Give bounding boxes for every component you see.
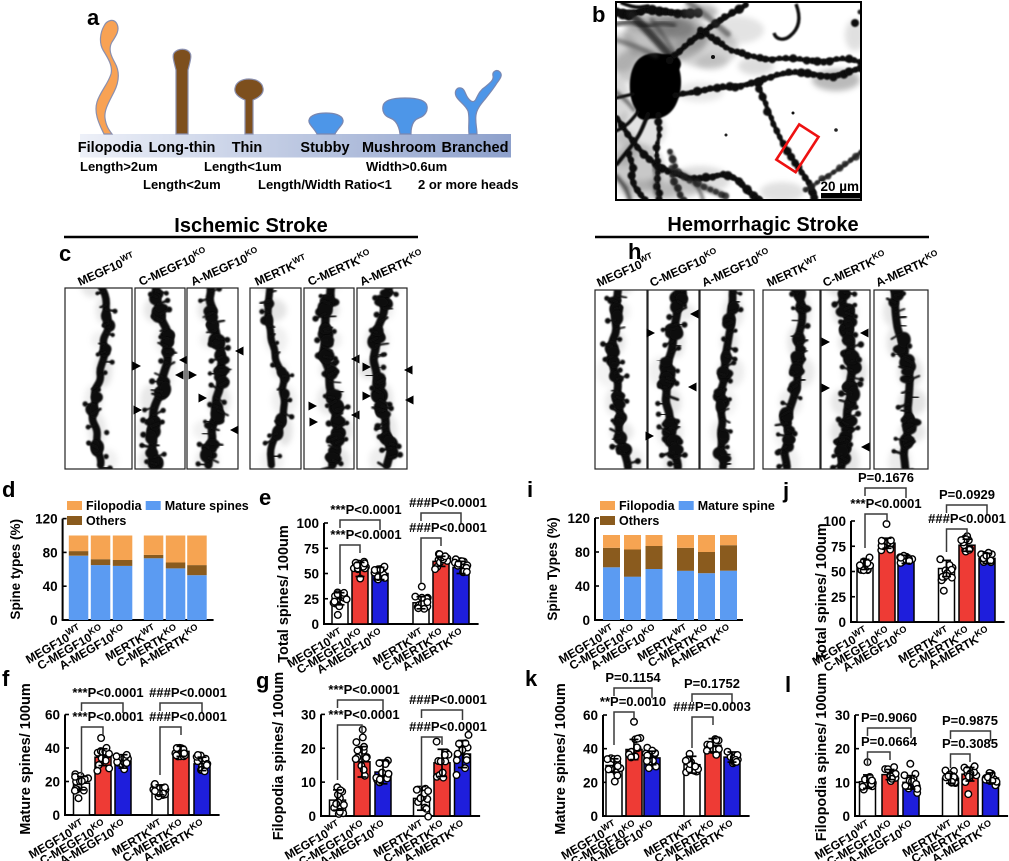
svg-text:40: 40 xyxy=(45,741,60,756)
svg-text:25: 25 xyxy=(304,592,320,607)
svg-text:0: 0 xyxy=(590,809,598,824)
svg-text:Hemorrhagic Stroke: Hemorrhagic Stroke xyxy=(667,214,858,236)
svg-text:0: 0 xyxy=(582,613,590,628)
svg-text:P=0.3085: P=0.3085 xyxy=(942,736,998,751)
svg-text:Ischemic Stroke: Ischemic Stroke xyxy=(174,215,327,237)
svg-text:***P<0.0001: ***P<0.0001 xyxy=(328,682,399,697)
svg-text:Total spines/ 100um: Total spines/ 100um xyxy=(814,523,830,661)
svg-text:Branched: Branched xyxy=(442,140,509,156)
svg-text:###P<0.0001: ###P<0.0001 xyxy=(149,685,227,700)
svg-text:a: a xyxy=(87,5,100,30)
svg-text:10: 10 xyxy=(301,775,316,790)
svg-text:10: 10 xyxy=(835,775,850,790)
svg-text:40: 40 xyxy=(43,579,58,594)
svg-text:60: 60 xyxy=(45,708,60,723)
svg-text:###P<0.0001: ###P<0.0001 xyxy=(928,511,1006,526)
svg-text:20 µm: 20 µm xyxy=(820,179,859,194)
svg-text:###P<0.0001: ###P<0.0001 xyxy=(409,692,487,707)
svg-text:25: 25 xyxy=(831,590,847,605)
svg-text:f: f xyxy=(2,666,10,691)
svg-text:0: 0 xyxy=(50,613,58,628)
svg-text:Mushroom: Mushroom xyxy=(362,140,436,156)
svg-text:k: k xyxy=(525,666,538,691)
svg-text:20: 20 xyxy=(45,775,60,790)
svg-text:Length<1um: Length<1um xyxy=(204,159,282,174)
svg-text:40: 40 xyxy=(583,742,598,757)
svg-text:***P<0.0001: ***P<0.0001 xyxy=(330,527,401,542)
svg-text:**P=0.0010: **P=0.0010 xyxy=(600,694,666,709)
svg-text:Filopodia spines/ 100um: Filopodia spines/ 100um xyxy=(271,672,287,840)
svg-text:Filopodia: Filopodia xyxy=(619,499,676,513)
svg-text:b: b xyxy=(592,2,605,27)
svg-text:j: j xyxy=(782,478,789,503)
svg-text:Filopodia: Filopodia xyxy=(86,499,143,513)
svg-text:Length<2um: Length<2um xyxy=(143,177,221,192)
svg-text:Mature spine: Mature spine xyxy=(698,499,775,513)
svg-text:20: 20 xyxy=(835,742,850,757)
svg-text:i: i xyxy=(527,477,533,502)
svg-text:###P<0.0001: ###P<0.0001 xyxy=(409,719,487,734)
svg-text:###P<0.0001: ###P<0.0001 xyxy=(409,520,487,535)
svg-text:P=0.0664: P=0.0664 xyxy=(861,734,918,749)
svg-text:20: 20 xyxy=(301,741,316,756)
svg-text:50: 50 xyxy=(831,565,846,580)
svg-text:***P<0.0001: ***P<0.0001 xyxy=(72,685,143,700)
svg-text:###P<0.0001: ###P<0.0001 xyxy=(149,709,227,724)
svg-text:P=0.1154: P=0.1154 xyxy=(605,670,661,685)
svg-text:0: 0 xyxy=(308,809,316,824)
svg-text:Long-thin: Long-thin xyxy=(149,140,216,156)
svg-text:2 or more heads: 2 or more heads xyxy=(418,177,518,192)
svg-text:g: g xyxy=(256,668,269,693)
svg-text:30: 30 xyxy=(301,707,316,722)
svg-text:c: c xyxy=(59,241,71,266)
svg-text:30: 30 xyxy=(835,708,850,723)
svg-text:Mature spines/ 100um: Mature spines/ 100um xyxy=(18,683,34,835)
svg-text:100: 100 xyxy=(823,514,846,529)
svg-text:120: 120 xyxy=(567,511,590,526)
svg-text:P=0.1752: P=0.1752 xyxy=(684,676,740,691)
svg-text:Spine types (%): Spine types (%) xyxy=(8,519,23,620)
svg-text:Mature spines: Mature spines xyxy=(165,499,249,513)
svg-text:0: 0 xyxy=(842,809,850,824)
svg-text:***P<0.0001: ***P<0.0001 xyxy=(850,496,921,511)
svg-text:P=0.9060: P=0.9060 xyxy=(861,710,917,725)
svg-text:P=0.1676: P=0.1676 xyxy=(858,470,914,485)
svg-text:60: 60 xyxy=(583,708,598,723)
svg-text:e: e xyxy=(259,485,271,510)
svg-text:Stubby: Stubby xyxy=(300,140,349,156)
svg-text:0: 0 xyxy=(52,808,60,823)
svg-text:0: 0 xyxy=(838,615,846,630)
svg-text:50: 50 xyxy=(304,567,319,582)
svg-text:120: 120 xyxy=(35,512,58,527)
svg-text:Filopodia spines/ 100um: Filopodia spines/ 100um xyxy=(814,673,830,841)
svg-text:l: l xyxy=(785,672,791,697)
svg-text:P=0.0929: P=0.0929 xyxy=(939,487,995,502)
svg-text:Mature spines/ 100um: Mature spines/ 100um xyxy=(553,683,569,835)
svg-text:80: 80 xyxy=(575,545,590,560)
svg-text:Filopodia: Filopodia xyxy=(78,140,143,156)
svg-text:***P<0.0001: ***P<0.0001 xyxy=(72,709,143,724)
svg-text:75: 75 xyxy=(831,539,847,554)
svg-text:0: 0 xyxy=(311,617,319,632)
svg-text:Thin: Thin xyxy=(232,140,263,156)
svg-text:75: 75 xyxy=(304,541,320,556)
svg-text:h: h xyxy=(628,239,641,264)
svg-text:Total spines/ 100um: Total spines/ 100um xyxy=(276,525,292,663)
svg-text:***P<0.0001: ***P<0.0001 xyxy=(328,707,399,722)
svg-text:20: 20 xyxy=(583,775,598,790)
svg-text:Width>0.6um: Width>0.6um xyxy=(366,159,447,174)
svg-text:###P<0.0001: ###P<0.0001 xyxy=(409,495,487,510)
svg-text:100: 100 xyxy=(296,516,319,531)
svg-text:Others: Others xyxy=(86,514,126,528)
svg-text:d: d xyxy=(2,477,15,502)
svg-text:Length/Width Ratio<1: Length/Width Ratio<1 xyxy=(258,177,392,192)
svg-text:Others: Others xyxy=(619,514,659,528)
svg-text:Spine Types (%): Spine Types (%) xyxy=(545,517,560,620)
svg-text:80: 80 xyxy=(43,545,58,560)
svg-text:***P<0.0001: ***P<0.0001 xyxy=(330,502,401,517)
svg-text:Length>2um: Length>2um xyxy=(80,159,158,174)
svg-text:40: 40 xyxy=(575,579,590,594)
svg-text:P=0.9875: P=0.9875 xyxy=(942,713,998,728)
svg-text:###P=0.0003: ###P=0.0003 xyxy=(673,699,751,714)
